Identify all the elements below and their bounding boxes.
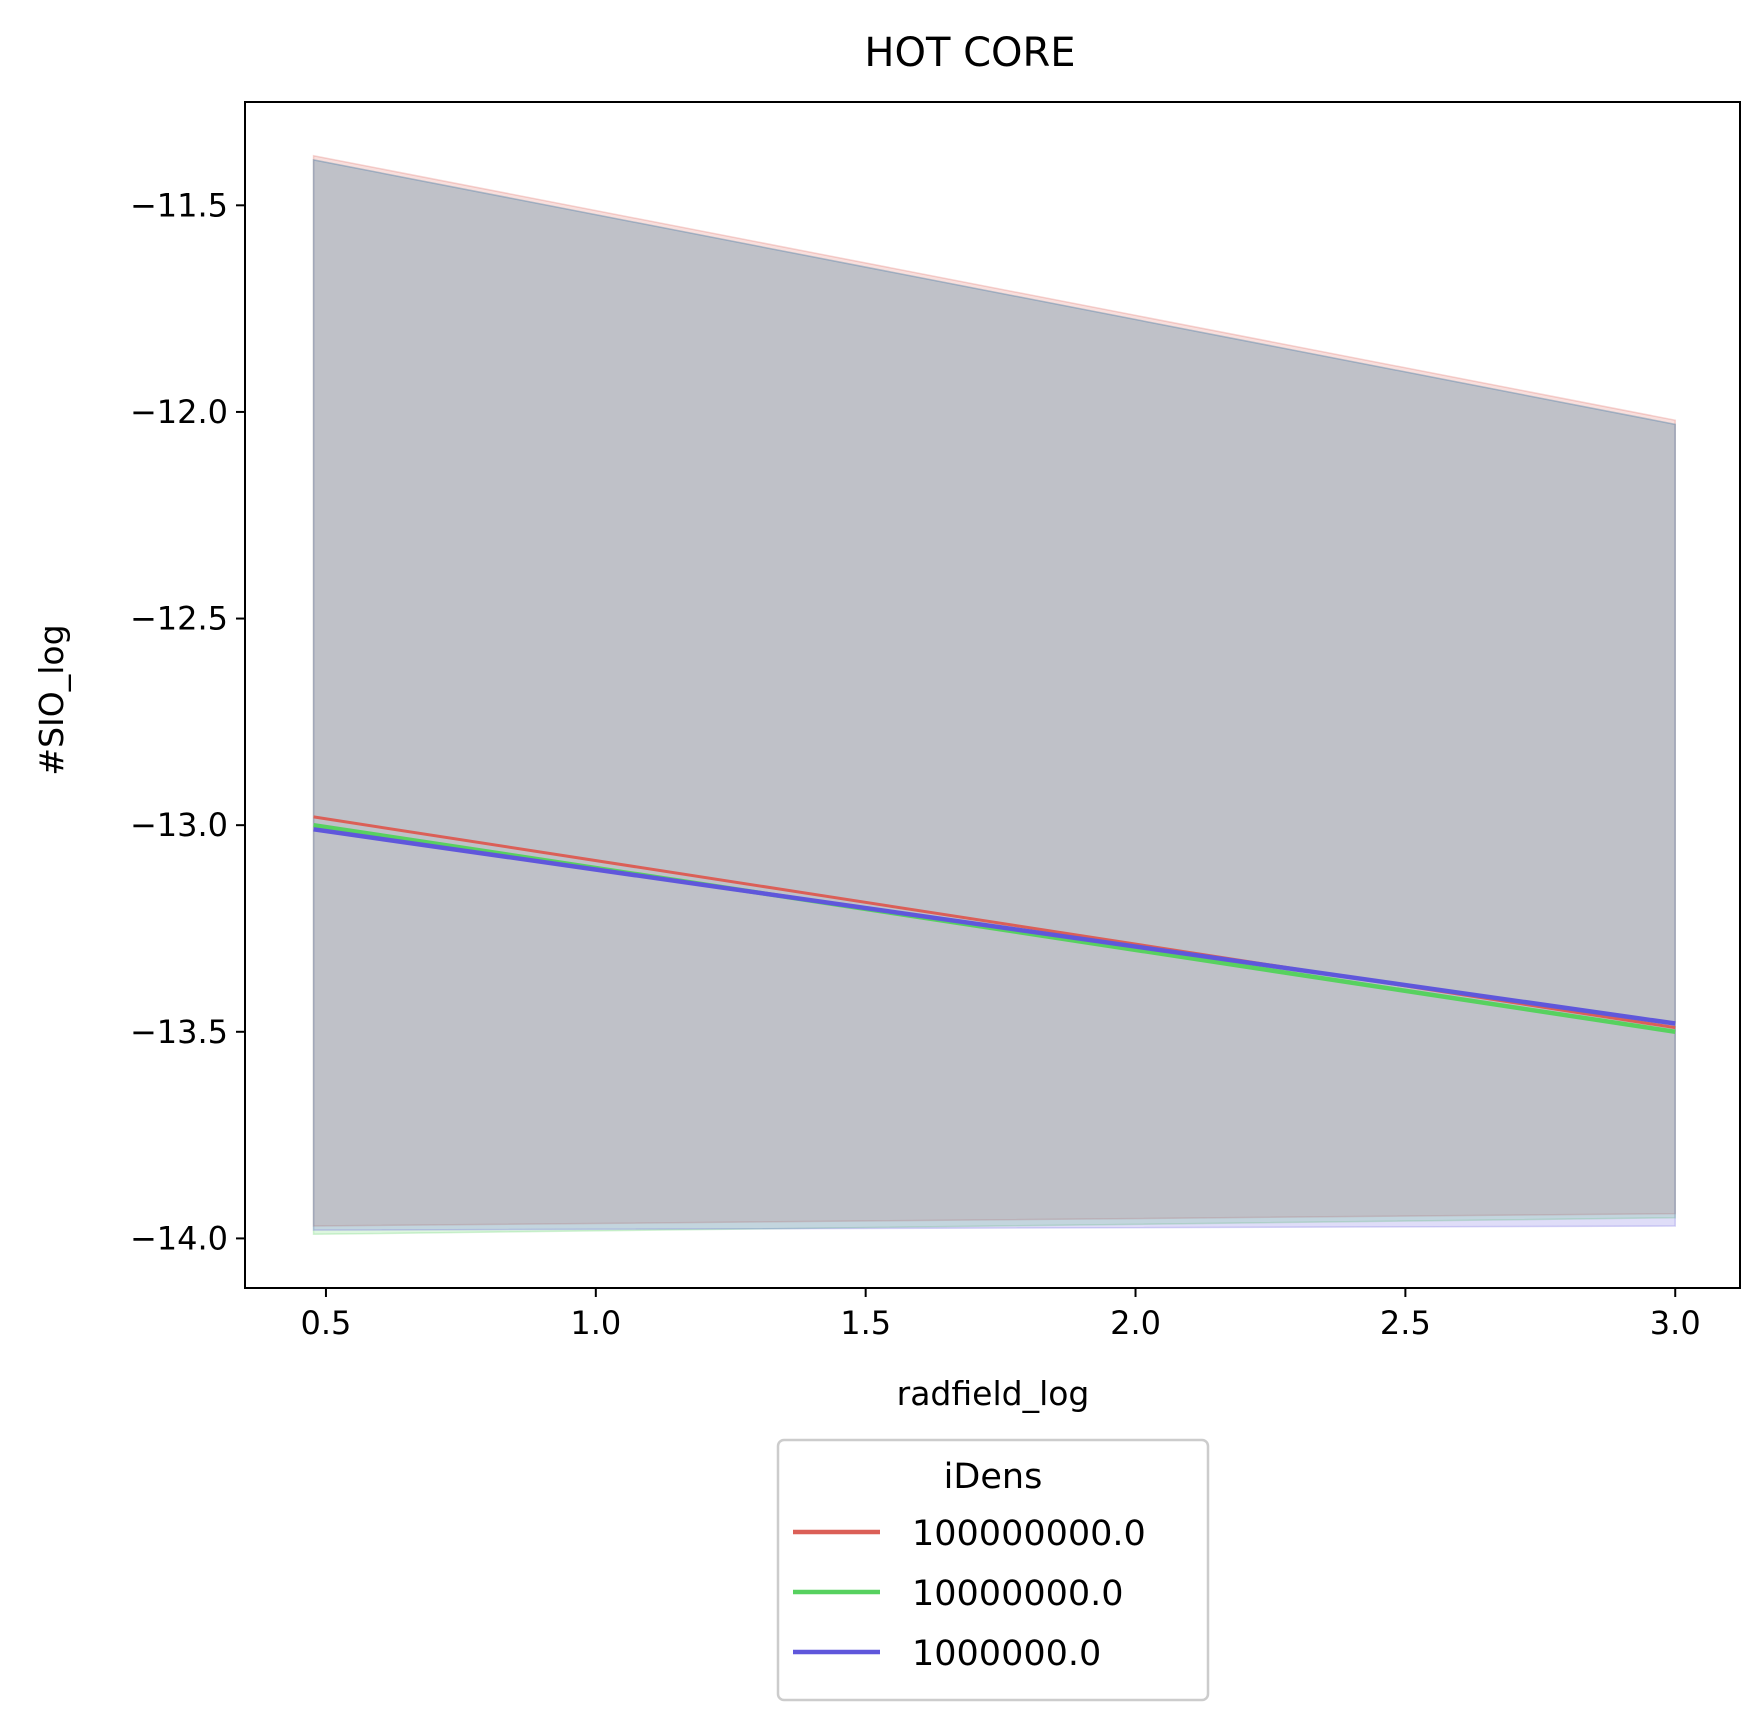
- legend-label-1: 100000000.0: [912, 1514, 1146, 1554]
- legend-entries: 100000000.0 10000000.0 1000000.0: [793, 1514, 1146, 1674]
- y-tick-label: −11.5: [130, 186, 228, 224]
- x-axis-ticks: 0.5 1.0 1.5 2.0 2.5 3.0: [301, 1288, 1701, 1342]
- x-tick-label: 1.0: [570, 1304, 621, 1342]
- x-tick-label: 0.5: [301, 1304, 352, 1342]
- confidence-band-2: [312, 158, 1676, 1236]
- y-tick-label: −14.0: [130, 1219, 228, 1257]
- plot-frame: [244, 101, 1741, 1289]
- y-axis-label: #SIO_log: [32, 624, 71, 775]
- x-tick-label: 2.0: [1110, 1304, 1161, 1342]
- legend-title: iDens: [944, 1457, 1043, 1497]
- x-tick-label: 1.5: [840, 1304, 891, 1342]
- series-lines: [313, 815, 1676, 1035]
- legend-label-3: 1000000.0: [912, 1634, 1101, 1674]
- x-tick-label: 2.5: [1380, 1304, 1431, 1342]
- confidence-band-3: [312, 158, 1676, 1231]
- legend-box: [776, 1438, 1210, 1702]
- y-axis-ticks: −11.5 −12.0 −12.5 −13.0 −13.5 −14.0: [130, 186, 245, 1257]
- y-tick-label: −12.5: [130, 600, 228, 638]
- legend: iDens 100000000.0 10000000.0 1000000.0: [776, 1438, 1210, 1702]
- y-tick-label: −12.0: [130, 393, 228, 431]
- chart-title: HOT CORE: [864, 30, 1075, 76]
- y-tick-label: −13.0: [130, 806, 228, 844]
- confidence-band-1: [312, 154, 1676, 1227]
- y-tick-label: −13.5: [130, 1013, 228, 1051]
- legend-label-2: 10000000.0: [912, 1574, 1124, 1614]
- series-line-3: [313, 827, 1676, 1026]
- x-axis-label: radfield_log: [897, 1374, 1090, 1413]
- confidence-bands: [312, 154, 1676, 1236]
- x-tick-label: 3.0: [1650, 1304, 1701, 1342]
